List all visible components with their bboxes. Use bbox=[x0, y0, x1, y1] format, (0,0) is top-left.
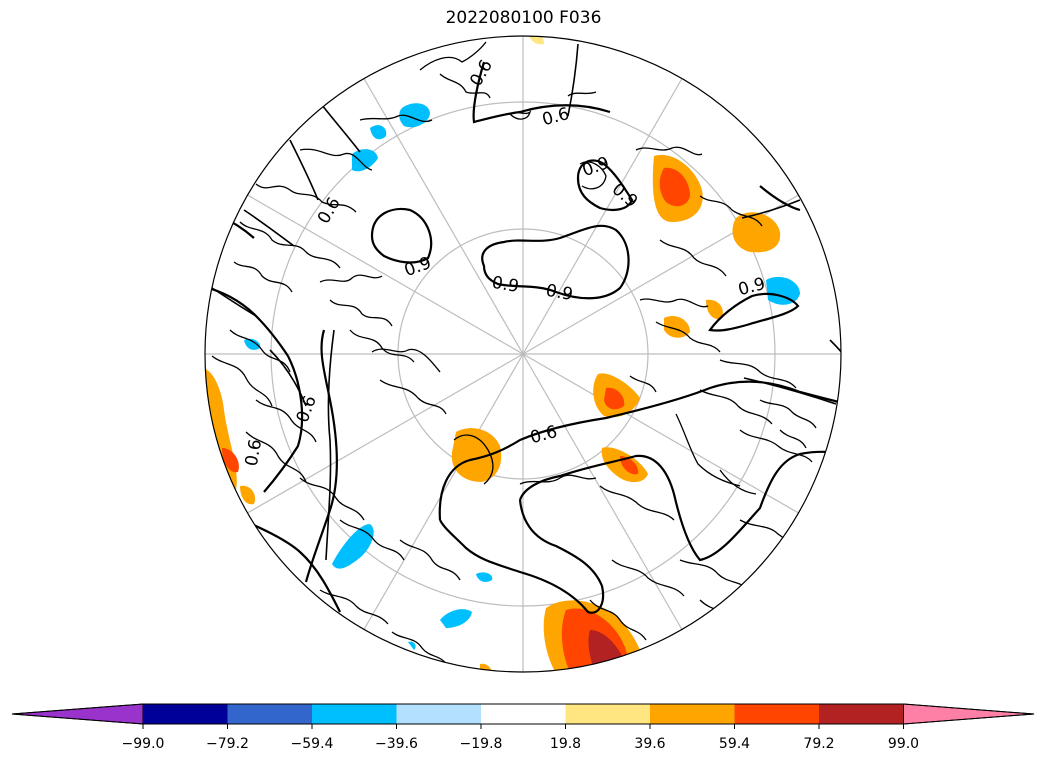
negative-anomaly-fills bbox=[244, 103, 800, 650]
colorbar-segment bbox=[734, 704, 819, 724]
contour-label: 0.9 bbox=[544, 281, 574, 305]
colorbar-tick-label: −59.4 bbox=[290, 736, 334, 752]
colorbar-segment bbox=[312, 704, 397, 724]
colorbar-segment bbox=[819, 704, 904, 724]
colorbar-extension-max bbox=[903, 703, 1035, 725]
graticule bbox=[205, 36, 841, 672]
map-boundary bbox=[204, 35, 842, 673]
colorbar-extension-min bbox=[11, 703, 144, 725]
political-borders bbox=[205, 43, 841, 561]
colorbar-tick-label: −19.8 bbox=[459, 736, 503, 752]
colorbar-tick-label: −99.0 bbox=[121, 736, 165, 752]
colorbar-tick-label: 39.6 bbox=[634, 736, 666, 752]
colorbar-segment bbox=[396, 704, 481, 724]
contour-labels: 0.6 0.6 0.9 0.9 0.9 0.9 0.9 0.9 0.6 0.6 … bbox=[242, 56, 768, 467]
colorbar bbox=[11, 703, 1035, 729]
colorbar-tick-label: 79.2 bbox=[803, 736, 835, 752]
map-disk-content bbox=[205, 36, 841, 672]
colorbar-tick-label: 99.0 bbox=[887, 736, 920, 752]
colorbar-tick-label: −79.2 bbox=[206, 736, 249, 752]
colorbar-tick-label: 59.4 bbox=[718, 736, 751, 752]
map-title: 2022080100 F036 bbox=[445, 8, 602, 28]
colorbar-segment bbox=[481, 704, 566, 724]
colorbar-tick-label: −39.6 bbox=[375, 736, 418, 752]
contour-label: 0.6 bbox=[242, 438, 266, 468]
contour-label: 0.9 bbox=[490, 273, 520, 297]
colorbar-segment bbox=[227, 704, 312, 724]
probability-contours bbox=[205, 61, 841, 614]
colorbar-segment bbox=[143, 704, 228, 724]
colorbar-segment bbox=[565, 704, 650, 724]
colorbar-tick-label: 19.8 bbox=[549, 736, 582, 752]
colorbar-segment bbox=[650, 704, 735, 724]
